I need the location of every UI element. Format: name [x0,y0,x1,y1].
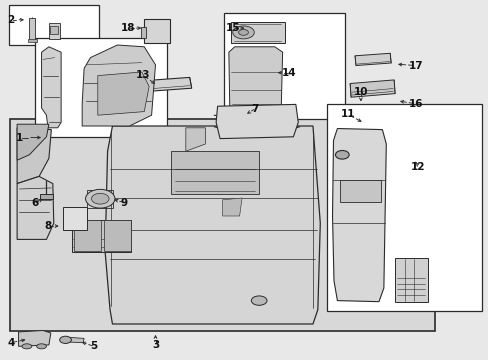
Bar [171,151,259,194]
Polygon shape [19,330,51,346]
Polygon shape [349,80,394,97]
Bar [72,220,131,252]
Text: 6: 6 [32,198,39,208]
Polygon shape [17,176,54,239]
Bar [224,13,345,119]
Text: 1: 1 [16,132,23,143]
Bar [62,207,87,230]
Text: 4: 4 [7,338,15,348]
Bar [28,39,37,42]
Text: 13: 13 [135,70,150,80]
Ellipse shape [238,30,248,35]
Ellipse shape [60,336,71,343]
Bar [35,38,167,137]
Ellipse shape [232,26,254,39]
Ellipse shape [85,189,115,208]
Bar [339,180,381,202]
Bar [230,22,284,43]
Bar [9,5,99,45]
Polygon shape [41,47,61,128]
Ellipse shape [251,296,266,305]
Text: 14: 14 [282,68,296,78]
Bar [10,119,434,331]
Polygon shape [17,124,49,160]
Polygon shape [222,198,242,216]
Bar [87,190,113,208]
Bar [144,19,169,43]
Polygon shape [332,129,386,302]
Text: 10: 10 [353,87,367,97]
Text: 8: 8 [44,221,51,231]
Ellipse shape [22,344,32,349]
Text: 3: 3 [152,340,159,350]
Polygon shape [140,77,191,92]
Text: 12: 12 [410,162,425,172]
Bar [40,194,53,199]
Text: 9: 9 [121,198,127,208]
Ellipse shape [91,193,109,204]
Polygon shape [354,53,390,66]
Ellipse shape [37,344,46,349]
Text: 16: 16 [407,99,422,109]
Text: 18: 18 [121,23,135,33]
Bar [74,220,101,251]
Polygon shape [185,128,205,151]
Polygon shape [98,72,149,115]
Text: 15: 15 [225,23,240,33]
Bar [49,23,60,39]
Polygon shape [105,126,320,324]
Bar [326,104,481,311]
Polygon shape [17,128,51,184]
Polygon shape [82,45,155,126]
Polygon shape [228,47,282,112]
Text: 11: 11 [340,109,355,120]
Ellipse shape [335,150,348,159]
Bar [394,258,427,302]
Polygon shape [67,337,84,343]
Polygon shape [216,104,298,139]
Polygon shape [29,18,35,40]
Text: 7: 7 [251,104,259,114]
Bar [103,220,130,251]
Text: 5: 5 [90,341,97,351]
Text: 2: 2 [7,15,14,25]
Bar [50,26,58,34]
Bar [141,27,145,38]
Text: 17: 17 [407,60,422,71]
